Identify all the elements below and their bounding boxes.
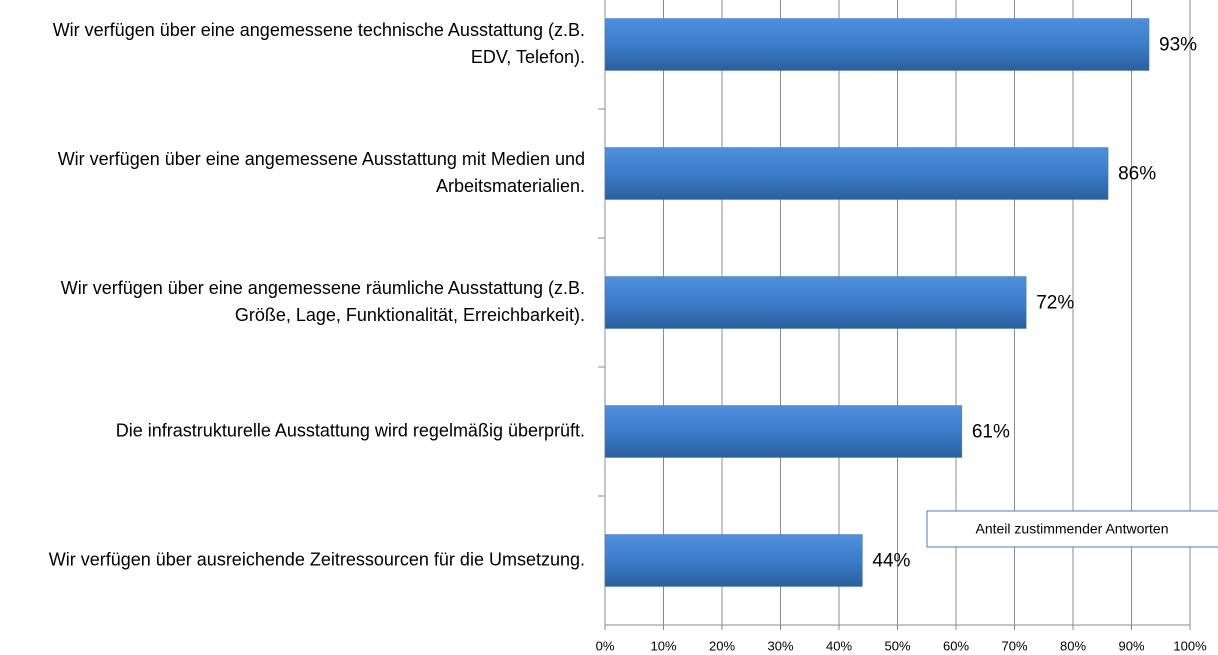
legend: Anteil zustimmender Antworten (926, 510, 1218, 548)
bar (604, 18, 1150, 71)
y-tick-label: Wir verfügen über eine angemessene räuml… (61, 278, 585, 325)
value-label: 86% (1118, 164, 1156, 185)
value-label: 72% (1036, 293, 1074, 314)
x-tick-label: 50% (884, 638, 910, 653)
x-tick-label: 100% (1173, 638, 1207, 653)
legend-box (926, 510, 1218, 548)
x-tick-label: 0% (596, 638, 615, 653)
y-tick-label: Wir verfügen über eine angemessene techn… (53, 20, 585, 67)
x-tick-label: 30% (767, 638, 793, 653)
x-tick-label: 90% (1118, 638, 1144, 653)
x-tick-label: 20% (709, 638, 735, 653)
y-tick-label: Wir verfügen über ausreichende Zeitresso… (49, 549, 585, 569)
value-label: 93% (1159, 35, 1197, 56)
bar (604, 405, 963, 458)
bar (604, 534, 863, 587)
x-tick-label: 10% (650, 638, 676, 653)
value-label: 61% (972, 422, 1010, 443)
x-tick-label: 60% (943, 638, 969, 653)
bar (604, 147, 1109, 200)
y-tick-label: Die infrastrukturelle Ausstattung wird r… (116, 420, 585, 440)
legend-entry: Anteil zustimmender Antworten (976, 521, 1169, 537)
x-tick-label: 70% (1001, 638, 1027, 653)
x-tick-label: 40% (826, 638, 852, 653)
y-tick-label: Wir verfügen über eine angemessene Ausst… (58, 149, 585, 196)
value-label: 44% (872, 551, 910, 572)
x-tick-label: 80% (1060, 638, 1086, 653)
bar (604, 276, 1027, 329)
